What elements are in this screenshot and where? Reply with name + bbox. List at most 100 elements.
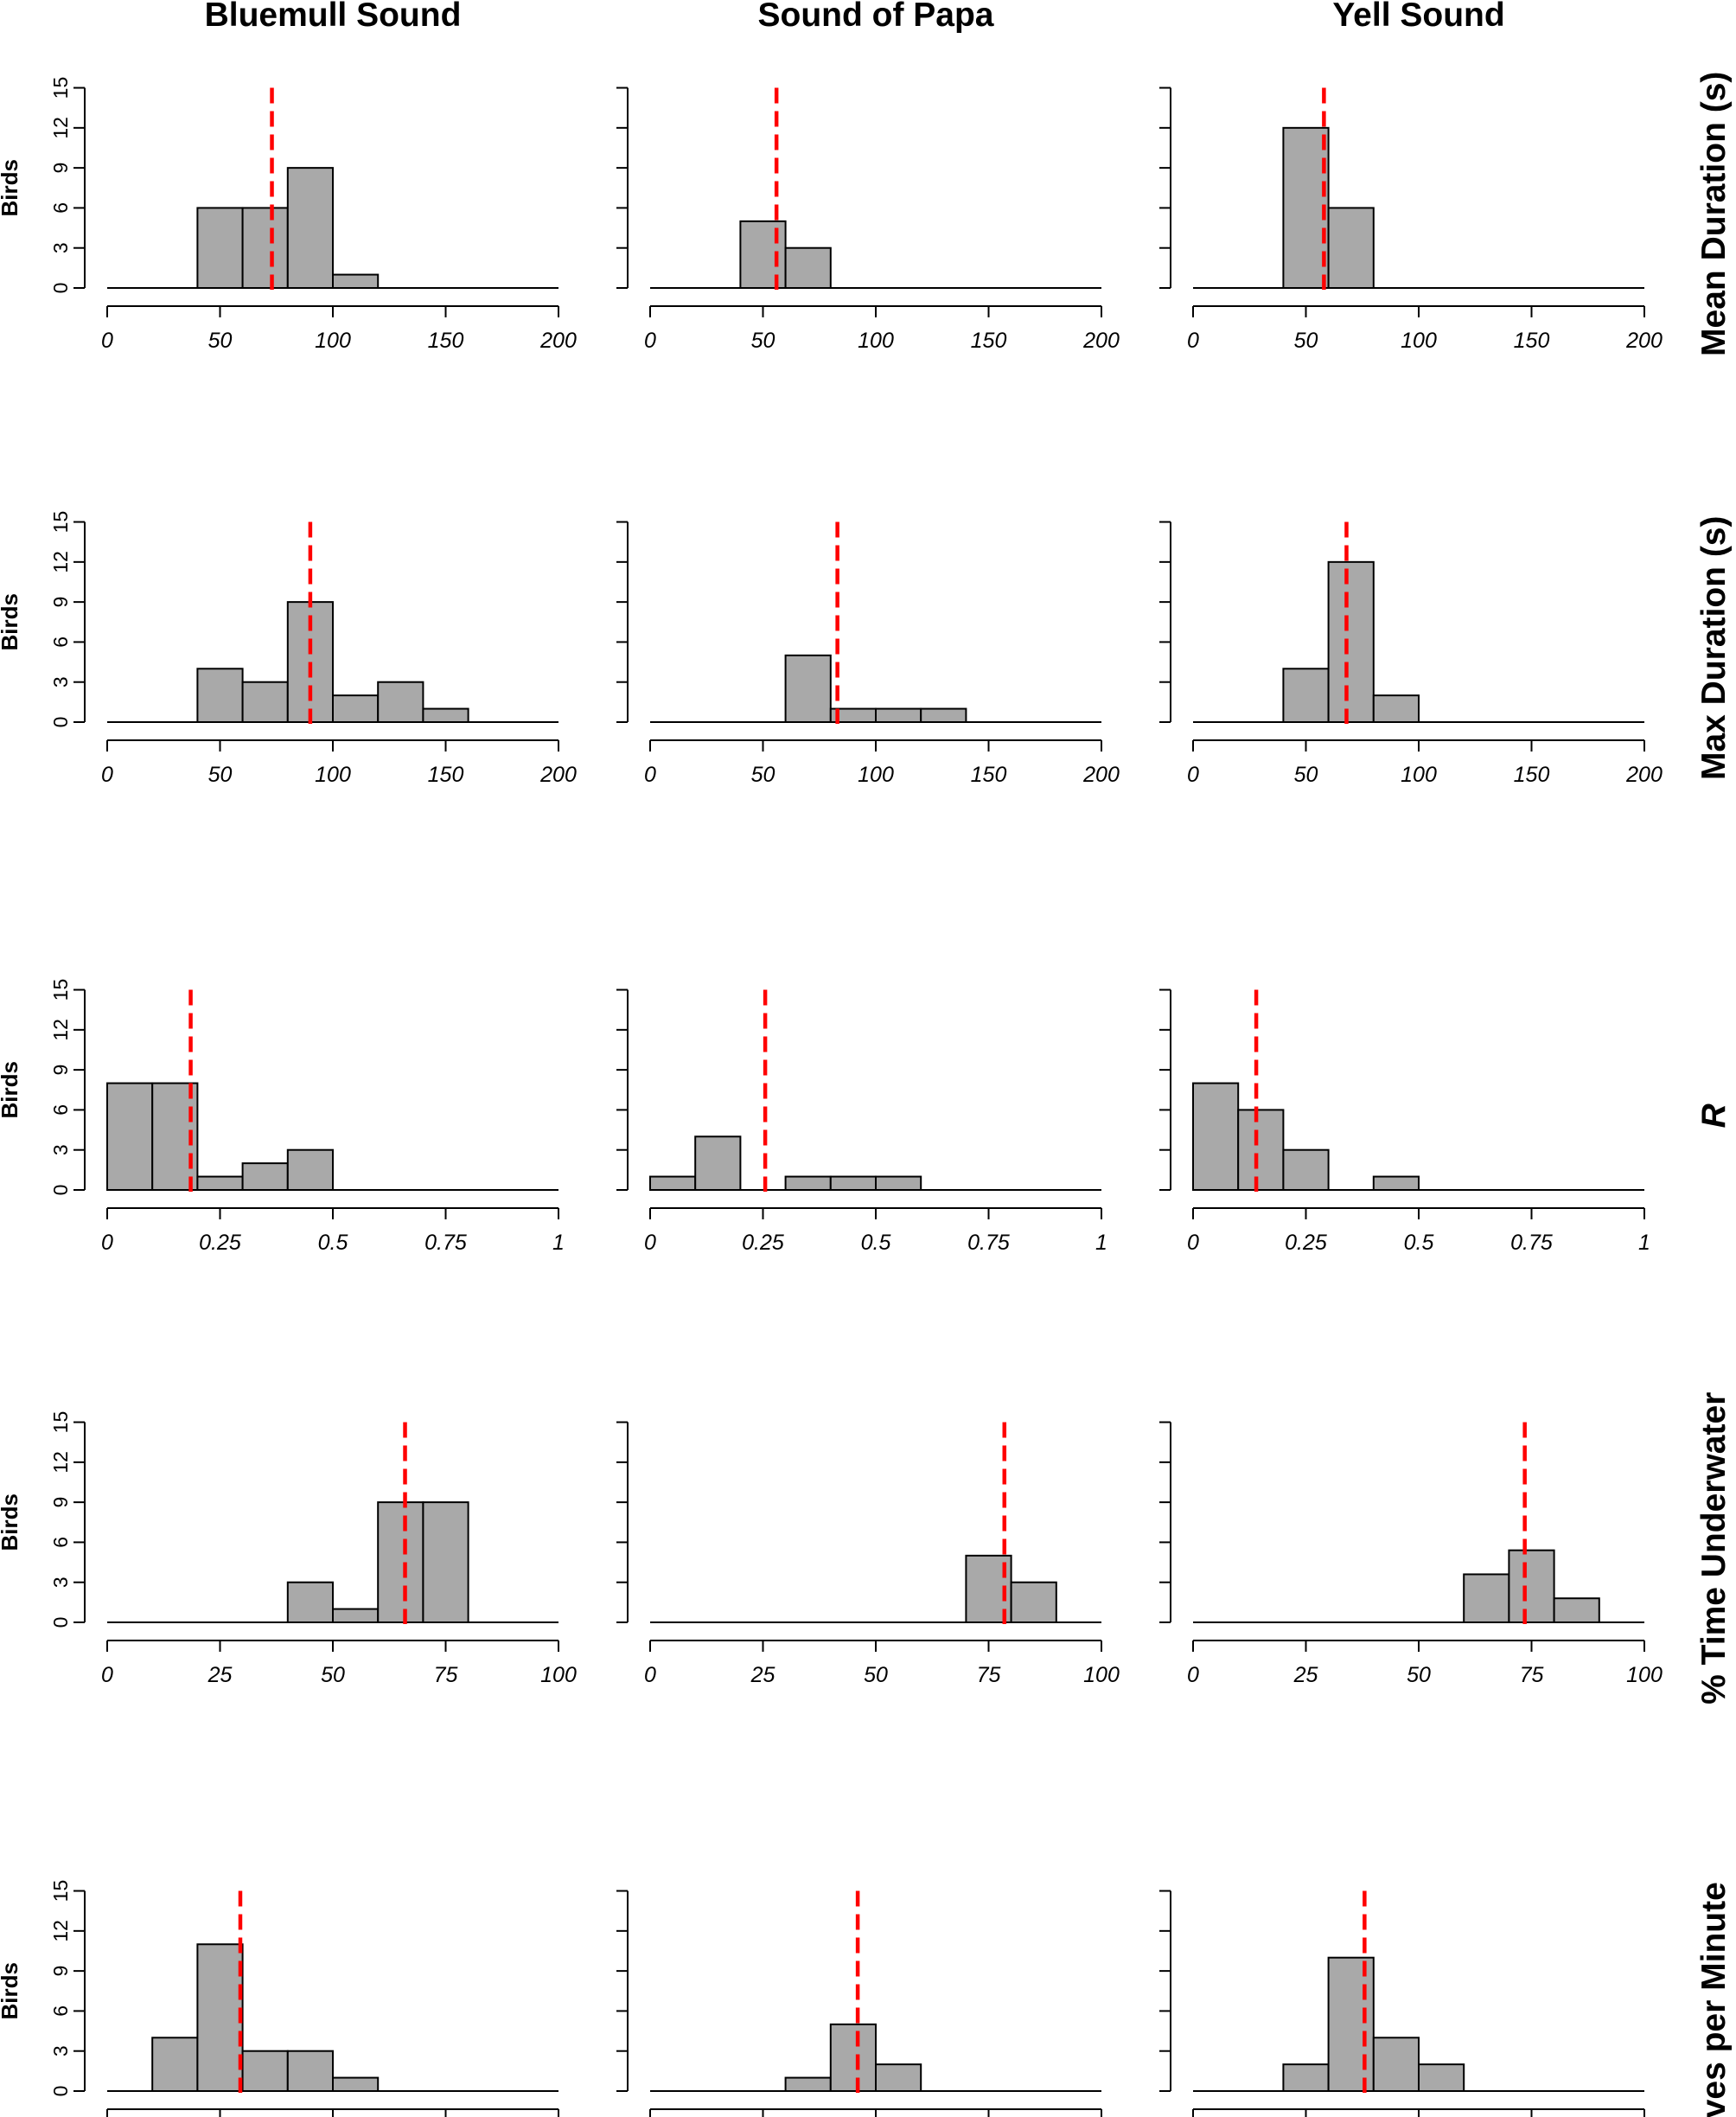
histogram-bar — [829, 1175, 877, 1191]
y-tick-label: 6 — [49, 2005, 72, 2017]
y-tick-label: 15 — [49, 77, 72, 99]
histogram-bar — [875, 1175, 922, 1191]
x-tick-label: 0 — [1187, 1231, 1199, 1255]
histogram-bar — [784, 2076, 832, 2093]
histogram-bar — [1282, 1148, 1330, 1191]
panel-4-1: 00.511.52 — [616, 1890, 1102, 2117]
histogram-bar — [1372, 1175, 1420, 1191]
panel-1-0: 0 3 6 9 12 15 Birds 0 50 100 150 200 — [0, 511, 577, 787]
histogram-bar — [286, 1581, 334, 1623]
y-tick-label: 9 — [49, 1966, 72, 1977]
x-tick-label: 0.5 — [318, 1231, 348, 1255]
y-tick-label: 6 — [49, 202, 72, 214]
y-tick-label: 6 — [49, 1104, 72, 1116]
histogram-bar — [1508, 1549, 1555, 1623]
x-tick-label: 200 — [1625, 329, 1663, 353]
histogram-bar — [196, 1943, 244, 2093]
x-tick-label: 100 — [315, 763, 351, 787]
histogram-bar — [151, 2037, 199, 2093]
y-tick-label: 6 — [49, 636, 72, 648]
y-tick-label: 0 — [49, 1185, 72, 1196]
panel-1-1: 0 50 100 150 200 — [616, 521, 1120, 787]
histogram-bar — [332, 2076, 380, 2093]
x-tick-label: 100 — [1401, 763, 1437, 787]
row-title: Mean Duration (s) — [1695, 72, 1733, 356]
x-tick-label: 50 — [1294, 763, 1318, 787]
row-0: Mean Duration (s) 0 3 6 9 12 15 Birds 0 50 100 150 2… — [0, 72, 1733, 356]
column-title-0: Bluemull Sound — [205, 0, 462, 34]
y-tick-label: 12 — [49, 551, 72, 573]
histogram-bar — [377, 681, 424, 724]
histogram-bar — [920, 707, 967, 724]
histogram-bar — [1372, 694, 1420, 724]
x-tick-label: 0 — [1187, 329, 1199, 353]
histogram-bar — [332, 273, 380, 290]
y-tick-label: 9 — [49, 597, 72, 608]
histogram-bar — [739, 220, 787, 290]
histogram-bar — [286, 2050, 334, 2092]
x-tick-label: 0 — [644, 329, 656, 353]
row-1: Max Duration (s) 0 3 6 9 12 15 Birds 0 50 100 150 20… — [0, 511, 1733, 787]
y-tick-label: 0 — [49, 283, 72, 294]
x-tick-label: 200 — [539, 329, 577, 353]
histogram-bar — [875, 707, 922, 724]
x-tick-label: 25 — [750, 1663, 775, 1687]
y-tick-label: 3 — [49, 1577, 72, 1588]
x-tick-label: 50 — [208, 763, 233, 787]
x-tick-label: 100 — [540, 1663, 577, 1687]
y-tick-label: 9 — [49, 1065, 72, 1076]
x-tick-label: 0 — [644, 1231, 656, 1255]
x-tick-label: 50 — [864, 1663, 888, 1687]
column-title-1: Sound of Papa — [758, 0, 994, 34]
x-tick-label: 150 — [1514, 763, 1550, 787]
y-tick-label: 12 — [49, 1920, 72, 1942]
histogram-bar — [196, 207, 244, 289]
histogram-bar — [1463, 1573, 1510, 1624]
x-tick-label: 200 — [1082, 329, 1120, 353]
x-tick-label: 75 — [1520, 1663, 1544, 1687]
row-title: Max Duration (s) — [1695, 516, 1733, 781]
panel-3-2: 0 25 50 75 100 — [1159, 1421, 1663, 1687]
x-tick-label: 0.25 — [742, 1231, 784, 1255]
histogram-bar — [1553, 1597, 1600, 1623]
histogram-bar — [784, 246, 832, 289]
y-tick-label: 3 — [49, 242, 72, 253]
x-tick-label: 150 — [971, 329, 1007, 353]
column-title-2: Yell Sound — [1332, 0, 1504, 34]
panel-2-2: 0 0.25 0.5 0.75 1 — [1159, 988, 1650, 1255]
y-tick-label: 3 — [49, 676, 72, 688]
x-tick-label: 100 — [1626, 1663, 1663, 1687]
histogram-bar — [151, 1082, 199, 1192]
y-tick-label: 15 — [49, 511, 72, 534]
panel-2-1: 0 0.25 0.5 0.75 1 — [616, 988, 1107, 1255]
x-tick-label: 50 — [208, 329, 233, 353]
y-tick-label: 3 — [49, 2045, 72, 2056]
row-4: Dives per Minute 0 3 6 9 12 15 Birds 00.511.52 00… — [0, 1880, 1733, 2117]
histogram-bar — [332, 1608, 380, 1623]
y-tick-label: 0 — [49, 1617, 72, 1628]
x-tick-label: 0.5 — [861, 1231, 891, 1255]
x-tick-label: 50 — [751, 763, 775, 787]
x-tick-label: 150 — [971, 763, 1007, 787]
y-axis-label: Birds — [0, 593, 22, 650]
x-tick-label: 100 — [858, 329, 894, 353]
x-tick-label: 0 — [1187, 763, 1199, 787]
row-title: Dives per Minute — [1695, 1882, 1733, 2117]
histogram-bar — [784, 1175, 832, 1191]
histogram-bar — [784, 654, 832, 723]
histogram-bar — [286, 167, 334, 289]
y-tick-label: 6 — [49, 1537, 72, 1548]
histogram-bar — [1282, 126, 1330, 289]
histogram-bar — [1327, 207, 1375, 289]
y-tick-label: 0 — [49, 717, 72, 728]
y-axis-label: Birds — [0, 1493, 22, 1551]
y-tick-label: 12 — [49, 1019, 72, 1041]
y-tick-label: 12 — [49, 117, 72, 139]
histogram-bar — [196, 668, 244, 724]
histogram-bar — [1282, 668, 1330, 724]
x-tick-label: 100 — [1401, 329, 1437, 353]
x-tick-label: 100 — [858, 763, 894, 787]
y-tick-label: 9 — [49, 1497, 72, 1508]
x-tick-label: 25 — [207, 1663, 233, 1687]
histogram-bar — [875, 2063, 922, 2092]
